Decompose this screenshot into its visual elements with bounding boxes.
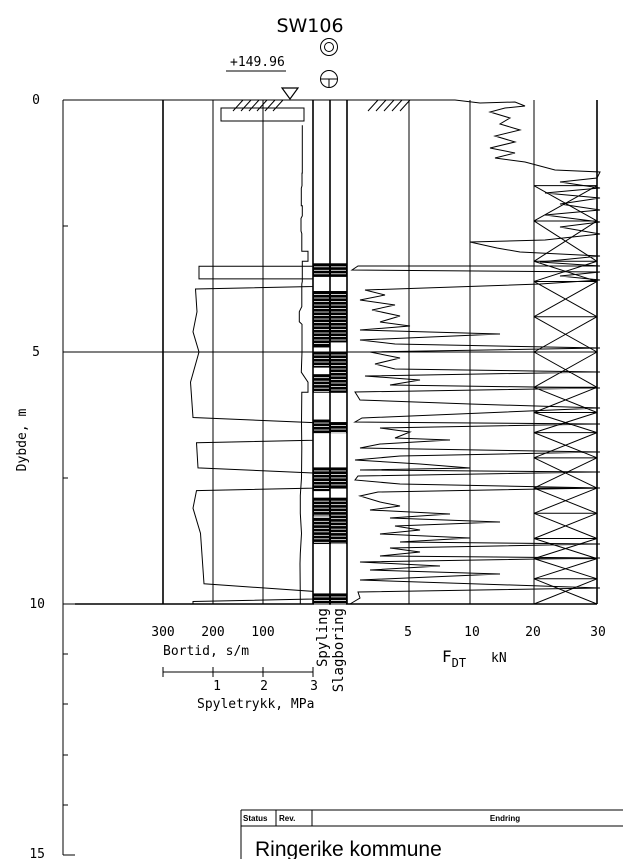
rock-cross-line — [533, 281, 598, 318]
method-band — [313, 517, 330, 545]
slagboring-label: Slagboring — [331, 608, 347, 692]
bortid-axis: 300 200 100 Bortid, s/m — [151, 625, 274, 659]
terrain-hatch — [232, 99, 411, 112]
slagboring-column-blocks — [330, 263, 347, 605]
force-tick-label: 20 — [525, 625, 541, 640]
spyletrykk-axis: 1 2 3 Spyletrykk, MPa — [162, 667, 318, 712]
rock-cross-line — [533, 538, 598, 560]
rock-cross-line — [533, 260, 598, 282]
rock-cross-line — [533, 487, 598, 514]
bortid-tick-label: 200 — [201, 625, 224, 640]
borehole-id: SW106 — [276, 15, 343, 37]
sounding-symbol-icon — [320, 70, 338, 88]
rock-cross-line — [533, 412, 598, 434]
rock-crosshatch-blocks — [533, 185, 598, 605]
bortid-tick-label: 100 — [251, 625, 274, 640]
rock-cross-line — [533, 220, 598, 262]
spyletrykk-tick-label: 1 — [213, 679, 221, 694]
method-band — [330, 593, 347, 605]
rev-header: Rev. — [279, 814, 295, 823]
client-name: Ringerike kommune — [255, 838, 442, 859]
method-band — [330, 291, 347, 343]
depth-axis — [62, 99, 75, 856]
depth-axis-label: Dybde, m — [15, 409, 30, 472]
spyletrykk-start-box — [220, 107, 305, 122]
rock-cross-line — [533, 316, 598, 353]
method-band — [313, 467, 330, 492]
rock-cross-line — [533, 386, 598, 413]
method-band — [330, 422, 347, 434]
bortid-axis-label: Bortid, s/m — [163, 644, 249, 659]
method-band — [313, 593, 330, 605]
spyling-column-blocks — [313, 263, 330, 605]
force-tick-label: 5 — [404, 625, 412, 640]
depth-tick-label: 5 — [32, 345, 40, 360]
rock-cross-line — [533, 558, 598, 580]
force-axis-unit: kN — [491, 651, 507, 666]
depth-tick-label: 0 — [32, 93, 40, 108]
spyletrykk-axis-label: Spyletrykk, MPa — [197, 697, 314, 712]
plot-frame — [63, 99, 598, 605]
rock-cross-line — [533, 457, 598, 489]
elevation-label: +149.96 — [230, 55, 285, 70]
depth-tick-label: 10 — [29, 597, 45, 612]
rock-cross-line — [533, 185, 598, 222]
endring-header: Endring — [490, 814, 520, 823]
rock-cross-line — [533, 512, 598, 539]
status-header: Status — [243, 814, 268, 823]
rock-cross-line — [533, 578, 598, 605]
title-block: Status Rev. Endring Ringerike kommune — [240, 809, 623, 859]
force-axis-label: FDT — [442, 647, 466, 670]
spyletrykk-curve — [298, 125, 309, 604]
force-curve — [347, 99, 601, 605]
spyling-label: Spyling — [315, 608, 331, 667]
force-tick-label: 30 — [590, 625, 606, 640]
force-axis: 5 10 20 30 FDT kN — [404, 625, 606, 670]
spyletrykk-tick-label: 2 — [260, 679, 268, 694]
depth-tick-label: 15 — [29, 847, 45, 859]
force-tick-label: 10 — [464, 625, 480, 640]
rock-cross-line — [533, 351, 598, 388]
drilling-method-columns — [313, 263, 347, 605]
method-band — [313, 351, 330, 368]
bortid-curve — [189, 265, 314, 604]
spyletrykk-tick-label: 3 — [310, 679, 318, 694]
rock-cross-line — [533, 432, 598, 459]
level-triangle-icon — [280, 87, 300, 101]
borehole-symbol-icon — [320, 38, 338, 56]
bortid-tick-label: 300 — [151, 625, 174, 640]
